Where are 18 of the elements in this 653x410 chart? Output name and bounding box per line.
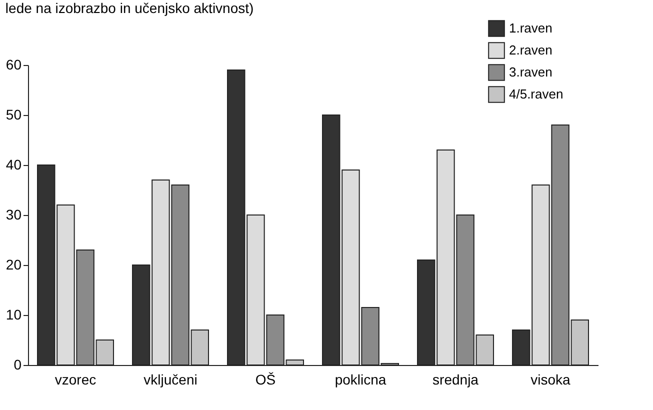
y-tick-label: 10 [6, 306, 22, 322]
y-tick-label: 40 [6, 156, 22, 172]
legend-label: 2.raven [509, 42, 552, 58]
x-tick-label: visoka [530, 372, 571, 388]
x-tick-label: poklicna [334, 372, 386, 388]
y-tick-label: 30 [6, 206, 22, 222]
y-tick-label: 60 [6, 56, 22, 72]
legend-label: 4/5.raven [509, 86, 564, 102]
y-tick-label: 20 [6, 256, 22, 272]
x-tick-label: vzorec [54, 372, 96, 388]
y-tick-label: 50 [6, 106, 22, 122]
x-tick-label: vključeni [144, 372, 198, 388]
y-tick-label: 0 [14, 356, 22, 372]
chart-title: lede na izobrazbo in učenjsko aktivnost) [5, 0, 254, 16]
x-tick-label: OŠ [255, 372, 276, 388]
legend-label: 3.raven [509, 64, 552, 80]
x-tick-label: srednja [432, 372, 479, 388]
legend-label: 1.raven [509, 20, 552, 36]
